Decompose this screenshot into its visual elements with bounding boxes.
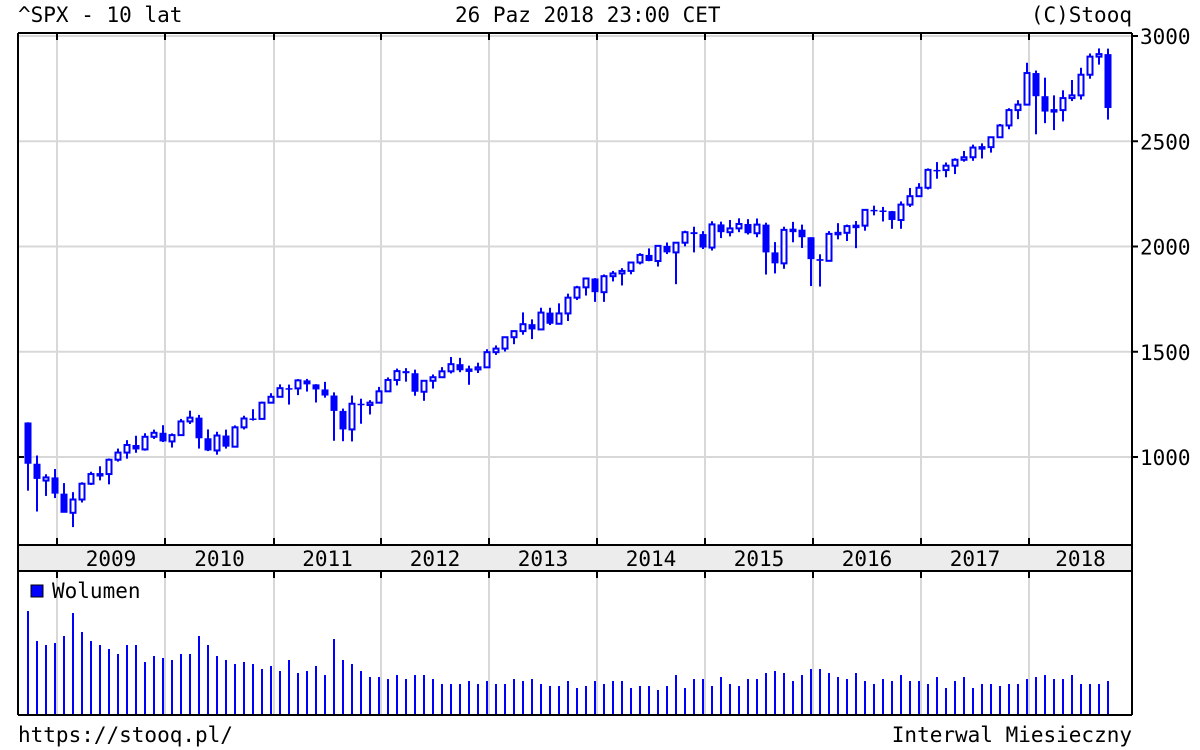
y-axis: 1000 1500 2000 2500 3000 — [1132, 25, 1191, 470]
y-tick-label: 2500 — [1140, 130, 1191, 154]
price-candles — [24, 48, 1112, 528]
gridlines — [18, 33, 1132, 715]
volume-legend: Wolumen — [30, 579, 141, 603]
year-label: 2013 — [518, 547, 569, 571]
chart-frame — [17, 32, 1133, 716]
y-tick-label: 2000 — [1140, 236, 1191, 260]
chart-title: ^SPX - 10 lat — [18, 3, 183, 27]
volume-legend-swatch-icon — [30, 584, 44, 598]
year-label: 2015 — [734, 547, 785, 571]
source-url[interactable]: https://stooq.pl/ — [18, 723, 233, 747]
copyright: (C)Stooq — [1030, 3, 1132, 27]
volume-legend-label: Wolumen — [52, 579, 141, 603]
year-label: 2010 — [194, 547, 245, 571]
y-tick-label: 1500 — [1140, 341, 1191, 365]
year-label: 2018 — [1055, 547, 1106, 571]
y-tick-label: 3000 — [1140, 25, 1191, 49]
y-tick-label: 1000 — [1140, 446, 1191, 470]
year-label: 2017 — [950, 547, 1001, 571]
interval-label: Interwal Miesieczny — [891, 723, 1132, 747]
volume-bars — [27, 611, 1109, 714]
year-label: 2011 — [302, 547, 353, 571]
year-label: 2012 — [410, 547, 461, 571]
year-label: 2009 — [86, 547, 137, 571]
x-axis-year-band: 2009 2010 2011 2012 2013 2014 2015 2016 2017 2018 — [86, 547, 1106, 571]
year-label: 2014 — [626, 547, 677, 571]
timestamp: 26 Paz 2018 23:00 CET — [455, 3, 721, 27]
year-label: 2016 — [842, 547, 893, 571]
